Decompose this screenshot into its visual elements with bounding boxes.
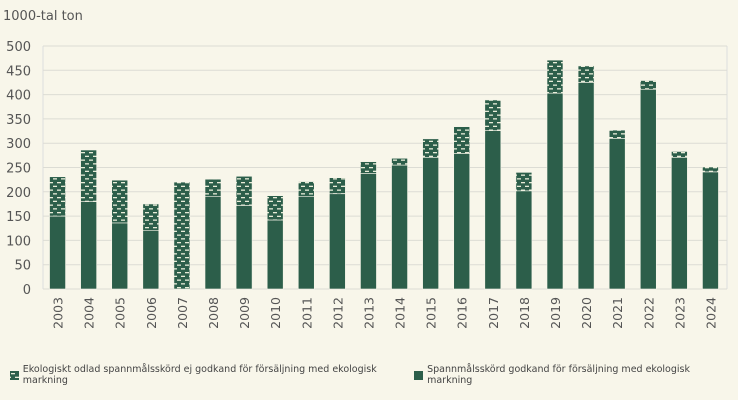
chart: 1000-tal ton 0 50 100 150 200 250 300 350 400 450… [3, 9, 728, 329]
bar-ej-godkand-2018 [515, 172, 533, 192]
bar-godkand-2004 [80, 201, 97, 290]
bar-godkand-2024 [702, 171, 719, 290]
bar-godkand-2011 [297, 196, 315, 290]
bar-ej-godkand-2015 [422, 138, 439, 158]
legend-swatch-dashed [10, 370, 19, 380]
bar-ej-godkand-2005 [111, 179, 129, 224]
bar-godkand-2005 [111, 222, 129, 290]
bar-ej-godkand-2022 [639, 80, 657, 90]
y-tick-label: 300 [6, 137, 31, 152]
bar-ej-godkand-2023 [671, 151, 688, 158]
x-tick-label: 2023 [672, 297, 687, 329]
bar-godkand-2003 [49, 215, 66, 290]
bar-godkand-2022 [639, 88, 657, 290]
bar-godkand-2023 [671, 156, 688, 290]
x-tick-label: 2013 [361, 297, 376, 329]
y-tick-label: 350 [6, 113, 31, 128]
legend-label: Ekologiskt odlad spannmålsskörd ej godka… [22, 364, 377, 386]
x-tick-label: 2021 [610, 297, 625, 329]
bar-ej-godkand-2006 [142, 203, 160, 231]
x-tick-label: 2006 [144, 297, 159, 329]
legend: Ekologiskt odlad spannmålsskörd ej godka… [10, 364, 730, 386]
bar-ej-godkand-2003 [49, 176, 66, 217]
y-tick-label: 50 [14, 259, 31, 274]
x-tick-label: 2024 [703, 297, 718, 329]
legend-swatch-solid [414, 370, 424, 380]
bar-godkand-2020 [577, 82, 595, 290]
y-tick-label: 250 [6, 162, 31, 177]
x-tick-label: 2008 [206, 297, 221, 329]
bar-godkand-2021 [608, 138, 626, 290]
x-tick-label: 2017 [486, 297, 501, 329]
x-tick-label: 2016 [455, 297, 470, 329]
y-tick-label: 150 [6, 210, 31, 225]
bar-ej-godkand-2009 [235, 175, 253, 206]
bar-ej-godkand-2024 [702, 166, 719, 173]
x-tick-label: 2020 [579, 297, 594, 329]
x-tick-label: 2019 [548, 297, 563, 329]
bar-ej-godkand-2012 [329, 177, 346, 195]
bar-godkand-2010 [266, 219, 284, 290]
y-tick-label: 450 [6, 64, 31, 79]
bar-godkand-2013 [360, 173, 377, 290]
bar-ej-godkand-2016 [453, 126, 471, 154]
x-tick-label: 2022 [641, 297, 656, 329]
bar-godkand-2015 [422, 156, 439, 290]
bar-godkand-2019 [546, 92, 564, 290]
y-tick-label: 100 [6, 234, 31, 249]
y-tick-label: 200 [6, 186, 31, 201]
bar-godkand-2006 [142, 230, 160, 290]
y-axis-label: 1000-tal ton [3, 9, 83, 24]
bar-ej-godkand-2010 [266, 195, 284, 221]
bar-ej-godkand-2011 [297, 181, 315, 197]
bar-godkand-2014 [391, 164, 408, 290]
bar-ej-godkand-2004 [80, 149, 97, 202]
bar-ej-godkand-2017 [484, 99, 502, 131]
bar-godkand-2009 [235, 205, 253, 290]
x-tick-label: 2011 [299, 297, 314, 329]
y-tick-label: 400 [6, 89, 31, 104]
bar-ej-godkand-2020 [577, 65, 595, 83]
bar-ej-godkand-2014 [391, 157, 408, 166]
x-tick-label: 2003 [51, 297, 66, 329]
x-tick-label: 2005 [113, 297, 128, 329]
x-tick-label: 2004 [82, 297, 97, 329]
bar-ej-godkand-2007 [173, 181, 191, 290]
x-tick-label: 2012 [330, 297, 345, 329]
legend-item-godkand: Spannmålsskörd godkand för försäljning m… [414, 364, 730, 386]
bar-godkand-2016 [453, 153, 471, 290]
x-tick-label: 2014 [393, 297, 408, 329]
bar-godkand-2012 [329, 193, 346, 290]
legend-label: Spannmålsskörd godkand för försäljning m… [427, 364, 690, 386]
x-tick-label: 2015 [424, 297, 439, 329]
x-tick-label: 2007 [175, 297, 190, 329]
y-tick-label: 0 [23, 283, 31, 298]
bar-godkand-2017 [484, 130, 502, 290]
bar-ej-godkand-2008 [204, 178, 222, 197]
legend-item-ej-godkand: Ekologiskt odlad spannmålsskörd ej godka… [10, 364, 414, 386]
bar-godkand-2008 [204, 196, 222, 290]
y-tick-label: 500 [6, 40, 31, 55]
bar-ej-godkand-2013 [360, 161, 377, 174]
x-tick-label: 2010 [268, 297, 283, 329]
bar-ej-godkand-2019 [546, 59, 564, 94]
bar-ej-godkand-2021 [608, 129, 626, 139]
bar-godkand-2018 [515, 190, 533, 290]
x-tick-label: 2018 [517, 297, 532, 329]
x-tick-label: 2009 [237, 297, 252, 329]
